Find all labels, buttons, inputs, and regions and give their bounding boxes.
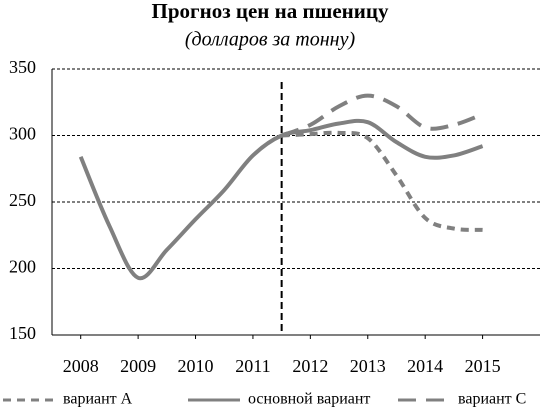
- legend-label: вариант C: [458, 391, 526, 408]
- x-tick-label: 2008: [63, 356, 99, 376]
- y-tick-label: 300: [9, 124, 36, 144]
- x-tick-label: 2011: [235, 356, 270, 376]
- y-tick-label: 150: [9, 323, 36, 343]
- x-tick-label: 2009: [120, 356, 156, 376]
- chart-subtitle: (долларов за тонну): [185, 29, 356, 51]
- series-line: [78, 118, 484, 281]
- legend-label: вариант A: [63, 391, 133, 408]
- chart-title: Прогноз цен на пшеницу: [152, 0, 389, 23]
- legend-label: основной вариант: [248, 391, 370, 408]
- series-line: [280, 93, 484, 138]
- x-tick-label: 2012: [292, 356, 328, 376]
- x-tick-label: 2010: [178, 356, 214, 376]
- y-tick-label: 250: [9, 190, 36, 210]
- series-line: [281, 130, 483, 232]
- x-tick-label: 2014: [407, 356, 443, 376]
- x-tick-label: 2013: [350, 356, 386, 376]
- x-tick-label: 2015: [465, 356, 501, 376]
- y-tick-label: 200: [9, 257, 36, 277]
- y-tick-label: 350: [9, 57, 36, 77]
